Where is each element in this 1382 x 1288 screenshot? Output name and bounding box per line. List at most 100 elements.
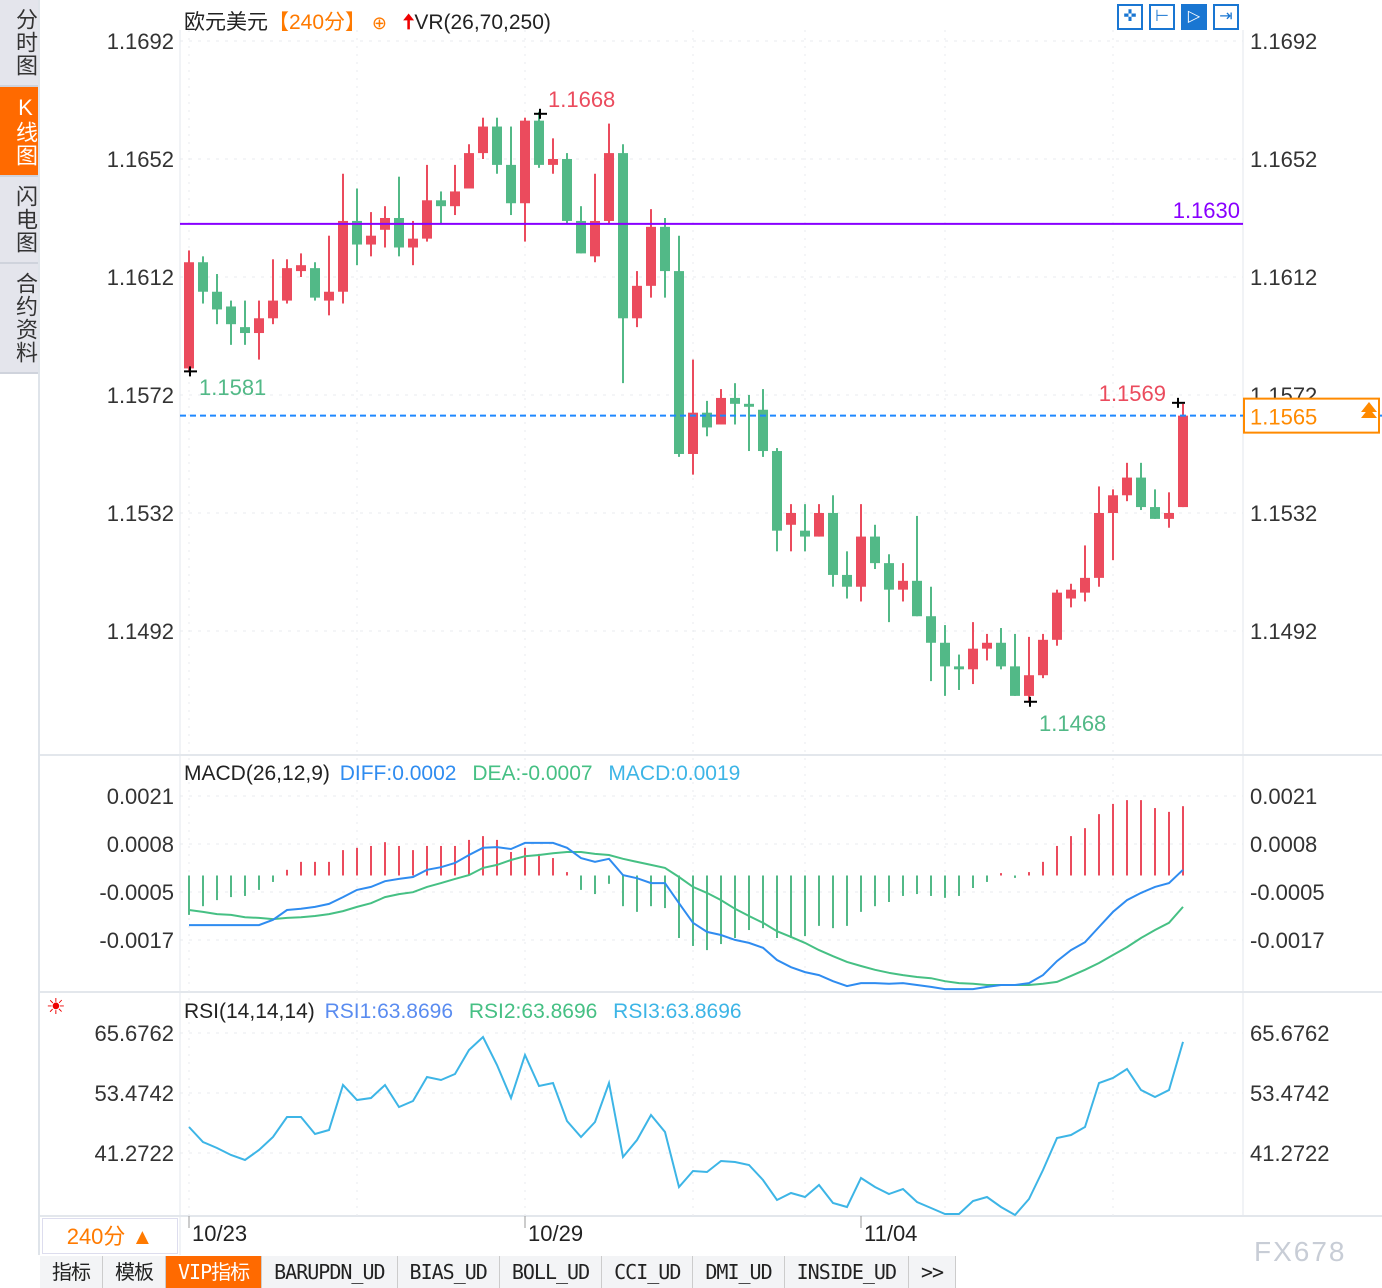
- high-label: 1.1668: [548, 87, 615, 112]
- candle-body: [912, 580, 922, 617]
- chart-header: 欧元美元【240分】 ⊕ 🠅VR(26,70,250): [184, 6, 551, 43]
- price-tick-right: 1.1532: [1250, 501, 1317, 526]
- candle-body: [884, 563, 894, 590]
- candle-body: [212, 291, 222, 310]
- candle-body: [716, 397, 726, 425]
- candle-body: [730, 397, 740, 404]
- crosshair-icon[interactable]: ✜: [1117, 4, 1143, 30]
- rsi-tick-left: 53.4742: [94, 1081, 174, 1106]
- candle-body: [702, 412, 712, 428]
- candle-body: [464, 153, 474, 189]
- candle-body: [1108, 495, 1118, 513]
- candle-body: [954, 666, 964, 670]
- candle-body: [632, 285, 642, 319]
- candle-body: [394, 217, 404, 248]
- rsi2-value: RSI2:63.8696: [468, 1000, 598, 1023]
- candle-body: [1010, 666, 1020, 696]
- date-label: 11/04: [864, 1221, 917, 1246]
- candle-body: [828, 512, 838, 575]
- date-label: 10/23: [192, 1221, 247, 1246]
- settings-sun-icon[interactable]: ☀: [46, 994, 66, 1019]
- period-selector-button[interactable]: 240分 ▲: [42, 1218, 178, 1254]
- candle-body: [366, 235, 376, 245]
- price-tick-left: 1.1572: [107, 383, 174, 408]
- rsi-tick-right: 41.2722: [1250, 1141, 1330, 1166]
- tab-2[interactable]: VIP指标: [166, 1256, 263, 1288]
- macd-tick-right: -0.0005: [1250, 880, 1325, 905]
- candle-body: [1066, 589, 1076, 599]
- tab-9[interactable]: >>: [909, 1256, 957, 1288]
- range-icon[interactable]: ⊢: [1149, 4, 1175, 30]
- candle-body: [814, 512, 824, 537]
- candle-body: [352, 220, 362, 245]
- tab-4[interactable]: BIAS_UD: [397, 1256, 500, 1288]
- price-up-arrow-icon: [1361, 402, 1377, 418]
- candle-body: [268, 300, 278, 319]
- candle-body: [870, 536, 880, 564]
- price-tick-right: 1.1652: [1250, 147, 1317, 172]
- candle-body: [604, 153, 614, 221]
- macd-tick-right: 0.0008: [1250, 832, 1317, 857]
- candle-body: [744, 403, 754, 407]
- period-label: 【240分】: [268, 11, 367, 34]
- candle-body: [1080, 577, 1090, 593]
- add-circle-icon[interactable]: ⊕: [371, 13, 387, 33]
- play-icon[interactable]: ▷: [1181, 4, 1207, 30]
- candle-body: [478, 126, 488, 154]
- tab-8[interactable]: INSIDE_UD: [784, 1256, 910, 1288]
- symbol-name: 欧元美元: [184, 11, 268, 34]
- tab-0[interactable]: 指标: [40, 1256, 103, 1288]
- candle-body: [786, 512, 796, 525]
- price-tick-left: 1.1652: [107, 147, 174, 172]
- candle-body: [772, 451, 782, 531]
- tab-3[interactable]: BARUPDN_UD: [262, 1256, 398, 1288]
- indicator-tabs: 指标 模板 VIP指标 BARUPDN_UD BIAS_UD BOLL_UD CCI_UD D…: [40, 1256, 957, 1288]
- candle-body: [310, 268, 320, 298]
- candle-body: [226, 306, 236, 325]
- candle-body: [1122, 477, 1132, 496]
- fx678-logo: FX678: [1254, 1236, 1347, 1267]
- macd-diff-value: DIFF:0.0002: [339, 762, 457, 785]
- candle-body: [408, 238, 418, 248]
- candle-body: [968, 648, 978, 670]
- candle-body: [1094, 512, 1104, 578]
- vr-indicator-label[interactable]: VR(26,70,250): [414, 11, 551, 34]
- current-price-label: 1.1565: [1250, 405, 1317, 430]
- rsi-tick-left: 41.2722: [94, 1141, 174, 1166]
- sidebar-item-flash[interactable]: 闪电图: [0, 177, 38, 264]
- candle-body: [646, 226, 656, 286]
- candle-body: [296, 265, 306, 272]
- price-tick-right: 1.1612: [1250, 265, 1317, 290]
- candle-body: [996, 642, 1006, 667]
- candle-body: [758, 409, 768, 452]
- macd-tick-left: -0.0017: [99, 928, 174, 953]
- chart-type-sidebar: 分时图 K线图 闪电图 合约资料: [0, 0, 38, 374]
- rsi-tick-right: 65.6762: [1250, 1021, 1330, 1046]
- sidebar-item-kline[interactable]: K线图: [0, 87, 38, 177]
- rsi3-value: RSI3:63.8696: [613, 1000, 742, 1023]
- tab-7[interactable]: DMI_UD: [693, 1256, 785, 1288]
- price-tick-right: 1.1492: [1250, 619, 1317, 644]
- candle-body: [324, 291, 334, 301]
- tab-6[interactable]: CCI_UD: [602, 1256, 694, 1288]
- tab-1[interactable]: 模板: [103, 1256, 166, 1288]
- candle-body: [1178, 415, 1188, 508]
- rsi-tick-left: 65.6762: [94, 1021, 174, 1046]
- tab-5[interactable]: BOLL_UD: [499, 1256, 603, 1288]
- candle-body: [240, 327, 250, 334]
- candle-body: [198, 262, 208, 292]
- divider: [38, 0, 40, 1255]
- price-tick-left: 1.1532: [107, 501, 174, 526]
- sidebar-item-contract-info[interactable]: 合约资料: [0, 264, 38, 374]
- candle-body: [562, 158, 572, 221]
- candle-body: [506, 164, 516, 204]
- candle-body: [660, 226, 670, 272]
- diff-line: [189, 841, 1184, 991]
- chart-canvas[interactable]: 1.1692 1.1692 1.1652 1.1652 1.1612 1.1612 1.15…: [0, 0, 1382, 1255]
- sidebar-item-timeshare[interactable]: 分时图: [0, 0, 38, 87]
- move-right-icon[interactable]: ⇥: [1213, 4, 1239, 30]
- candle-body: [842, 574, 852, 587]
- candle-body: [1150, 507, 1160, 519]
- candle-body: [520, 120, 530, 204]
- macd-value: MACD:0.0019: [608, 762, 741, 785]
